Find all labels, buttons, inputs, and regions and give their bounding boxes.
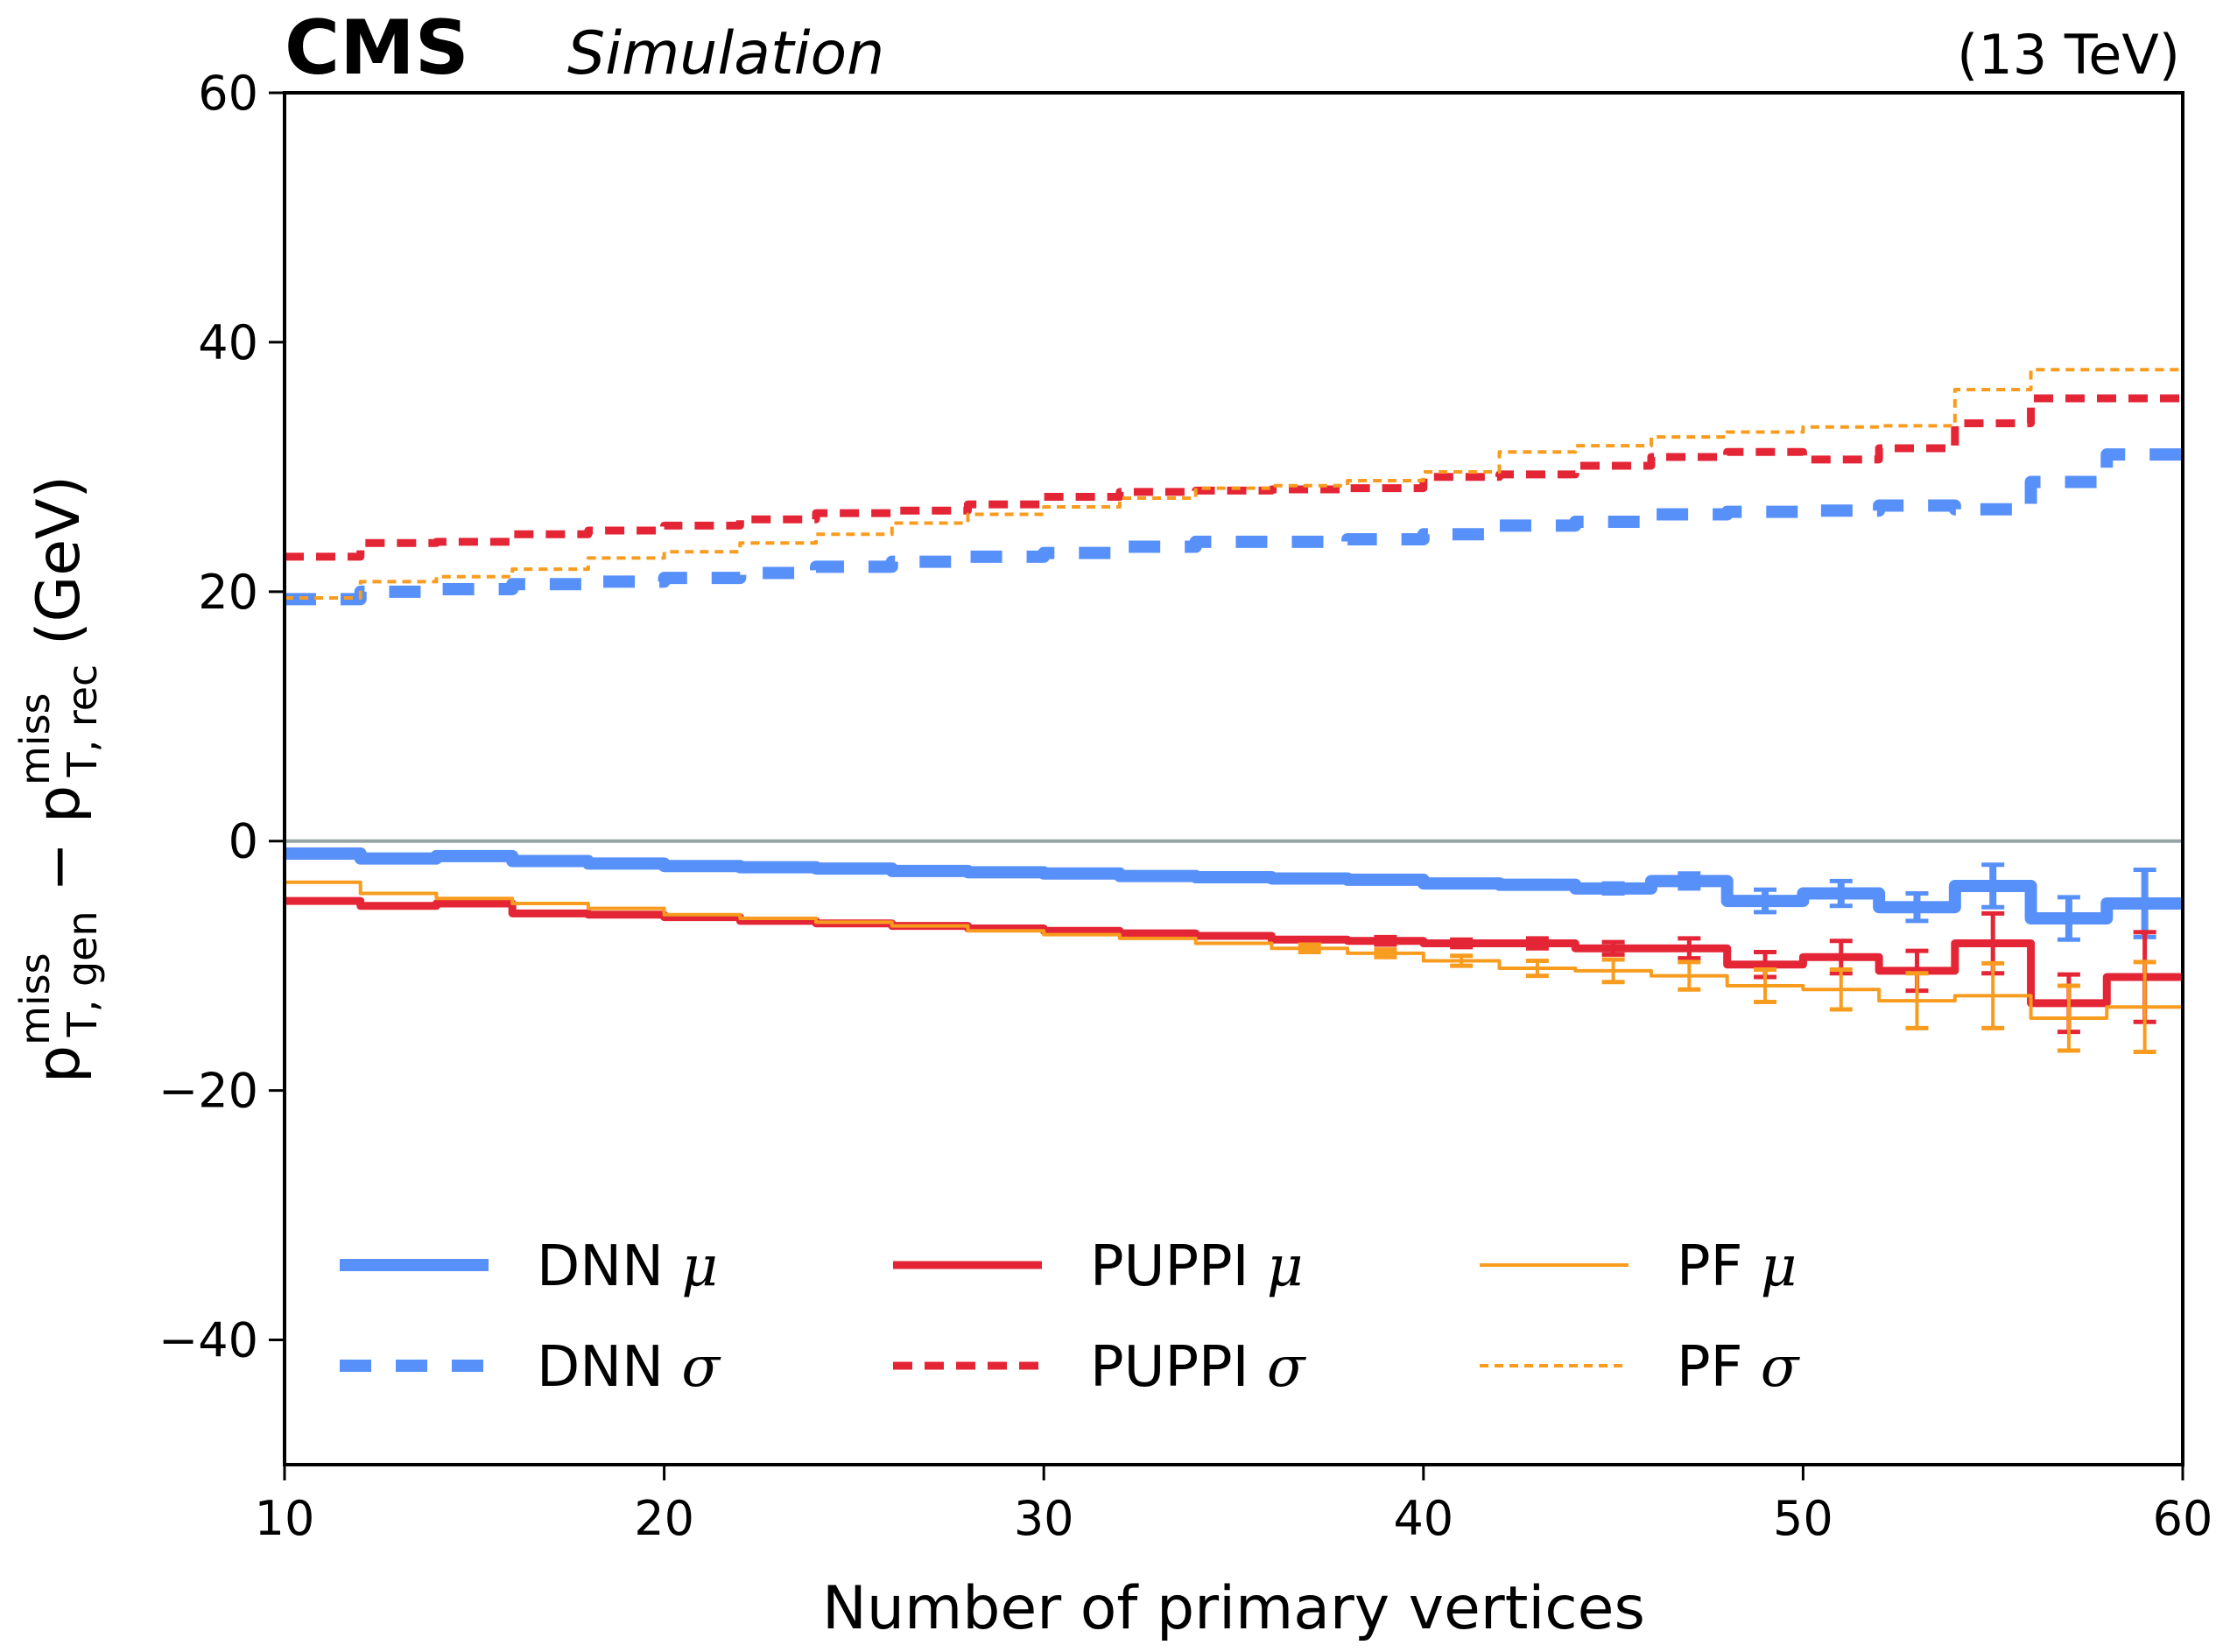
- y-tick-label: 20: [198, 565, 258, 620]
- legend-label: PUPPI σ: [1090, 1335, 1307, 1400]
- x-tick-label: 20: [634, 1491, 694, 1546]
- step-line-pf-mu: [285, 880, 2183, 1021]
- step-line-pf-sigma: [285, 368, 2183, 600]
- legend-label-main: DNN: [537, 1335, 681, 1400]
- legend-entry: PF μ: [1480, 1234, 1797, 1299]
- legend-entry: DNN μ: [340, 1234, 718, 1299]
- legend-label-greek: σ: [1267, 1335, 1307, 1400]
- legend-label-greek: μ: [681, 1234, 718, 1299]
- y-title-unit: (GeV): [25, 475, 94, 664]
- series-puppi-sigma: [285, 394, 2183, 561]
- legend-label-main: PUPPI: [1090, 1234, 1267, 1299]
- x-axis-title: Number of primary vertices: [822, 1574, 1645, 1643]
- legend-label-greek: μ: [1267, 1234, 1304, 1299]
- y-title-sup2: miss: [11, 692, 59, 785]
- x-axis: 10 20 30 40 50 60: [255, 1465, 2213, 1546]
- y-title-p2: p: [25, 785, 94, 823]
- legend-label: PF μ: [1677, 1234, 1797, 1299]
- x-tick-label: 10: [255, 1491, 315, 1546]
- y-axis: −40 −20 0 20 40 60: [158, 66, 285, 1368]
- error-bar: [1678, 936, 1701, 961]
- y-title-sup1: miss: [11, 953, 59, 1045]
- error-bar: [1525, 958, 1549, 979]
- energy-label: (13 TeV): [1957, 23, 2180, 87]
- legend-label: PF σ: [1677, 1335, 1801, 1400]
- error-bar: [1905, 891, 1929, 924]
- legend-label-main: DNN: [537, 1234, 681, 1299]
- legend-label-greek: σ: [1761, 1335, 1801, 1400]
- experiment-label: CMS: [285, 4, 469, 92]
- y-title-sub1: T, gen: [59, 910, 106, 1037]
- series-layer: [285, 368, 2183, 1054]
- series-pf-sigma: [285, 368, 2183, 600]
- series-pf-mu: [285, 880, 2183, 1054]
- error-bar: [1905, 971, 1929, 1030]
- error-bar: [2057, 895, 2080, 942]
- error-bar: [1678, 960, 1701, 992]
- legend-entry: PUPPI σ: [893, 1335, 1307, 1400]
- y-title-minus: −: [25, 823, 94, 910]
- legend-entry: PF σ: [1480, 1335, 1801, 1400]
- error-bar: [1525, 936, 1549, 951]
- error-bar: [1829, 878, 1853, 909]
- series-puppi-mu: [285, 896, 2183, 1035]
- legend-entry: DNN σ: [340, 1335, 721, 1400]
- step-line-puppi-sigma: [285, 394, 2183, 561]
- series-dnn-sigma: [285, 448, 2183, 606]
- error-bar: [2057, 983, 2080, 1053]
- error-bar: [1450, 953, 1474, 968]
- legend-label-main: PUPPI: [1090, 1335, 1267, 1400]
- y-tick-label: −40: [158, 1313, 258, 1368]
- legend-label-main: PF: [1677, 1335, 1761, 1400]
- x-tick-label: 60: [2153, 1491, 2213, 1546]
- error-bar: [1601, 939, 1625, 957]
- y-tick-label: 40: [198, 315, 258, 370]
- error-bar: [2133, 960, 2156, 1054]
- svg-text:pmissT, gen − pmissT, rec (GeV: pmissT, gen − pmissT, rec (GeV): [11, 475, 106, 1083]
- error-bar: [1601, 957, 1625, 985]
- error-bar: [1298, 942, 1321, 955]
- error-bar: [1981, 862, 2005, 910]
- x-tick-label: 40: [1393, 1491, 1453, 1546]
- error-bar: [1525, 878, 1549, 891]
- error-bar: [1754, 967, 1777, 1004]
- legend-label: DNN σ: [537, 1335, 721, 1400]
- error-bar: [1374, 947, 1397, 960]
- x-tick-label: 50: [1773, 1491, 1833, 1546]
- step-line-puppi-mu: [285, 896, 2183, 1008]
- y-title-p1: p: [25, 1045, 94, 1083]
- error-bar: [1678, 871, 1701, 891]
- series-dnn-mu: [285, 847, 2183, 942]
- y-axis-title: pmissT, gen − pmissT, rec (GeV): [11, 475, 106, 1083]
- legend-label: DNN μ: [537, 1234, 718, 1299]
- legend-label-main: PF: [1677, 1234, 1761, 1299]
- step-line-dnn-mu: [285, 847, 2183, 925]
- plot-frame: [283, 91, 2184, 1466]
- error-bar: [1981, 960, 2005, 1030]
- y-tick-label: 60: [198, 66, 258, 121]
- error-bar: [1754, 887, 1777, 915]
- legend-entry: PUPPI μ: [893, 1234, 1303, 1299]
- y-title-sub2: T, rec: [59, 664, 106, 778]
- step-line-dnn-sigma: [285, 448, 2183, 606]
- y-tick-label: 0: [229, 814, 258, 869]
- x-tick-label: 30: [1014, 1491, 1074, 1546]
- error-bar: [1374, 934, 1397, 947]
- error-bar: [1829, 967, 1853, 1012]
- legend-label: PUPPI μ: [1090, 1234, 1303, 1299]
- simulation-label: Simulation: [567, 19, 884, 88]
- y-tick-label: −20: [158, 1064, 258, 1119]
- error-bar: [1450, 937, 1474, 950]
- legend-label-greek: μ: [1761, 1234, 1797, 1299]
- legend-label-greek: σ: [681, 1335, 721, 1400]
- error-bar: [1601, 881, 1625, 896]
